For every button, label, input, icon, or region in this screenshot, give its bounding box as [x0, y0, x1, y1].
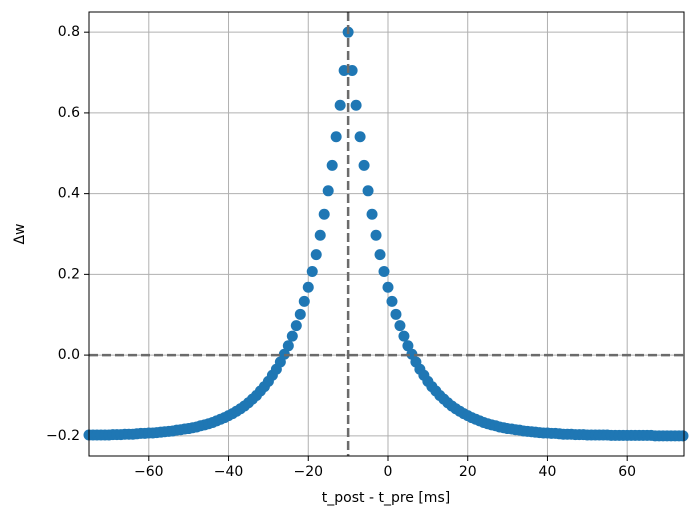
point	[298, 295, 310, 307]
x-tick-label: 60	[618, 464, 636, 480]
point	[294, 308, 306, 320]
point	[282, 340, 294, 352]
point	[677, 430, 689, 442]
point	[390, 308, 402, 320]
x-tick-label: −60	[134, 464, 164, 480]
y-tick-label: 0.2	[58, 266, 80, 282]
point	[358, 159, 370, 171]
point	[334, 99, 346, 111]
x-tick-label: −40	[214, 464, 244, 480]
y-axis-label: Δw	[12, 223, 28, 244]
point	[374, 249, 386, 261]
point	[398, 330, 410, 342]
point	[362, 185, 374, 197]
point	[286, 330, 298, 342]
y-tick-label: 0.4	[58, 186, 80, 202]
point	[354, 131, 366, 143]
point	[386, 295, 398, 307]
point	[366, 208, 378, 220]
point	[290, 320, 302, 332]
x-axis-label: t_post - t_pre [ms]	[322, 490, 450, 506]
plot-frame	[88, 11, 685, 457]
point	[322, 185, 334, 197]
y-tick-label: −0.2	[46, 428, 80, 444]
x-tick-label: 40	[539, 464, 557, 480]
point	[318, 208, 330, 220]
x-tick-label: −20	[293, 464, 323, 480]
point	[326, 159, 338, 171]
y-tick-label: 0.8	[58, 24, 80, 40]
point	[350, 99, 362, 111]
point	[394, 320, 406, 332]
y-tick-label: 0.0	[58, 347, 80, 363]
point	[378, 266, 390, 278]
point	[330, 131, 342, 143]
point	[314, 229, 326, 241]
y-tick-label: 0.6	[58, 105, 80, 121]
point	[402, 340, 414, 352]
point	[302, 281, 314, 293]
point	[382, 281, 394, 293]
point	[306, 266, 318, 278]
point	[370, 229, 382, 241]
x-tick-label: 20	[459, 464, 477, 480]
point	[310, 249, 322, 261]
x-tick-label: 0	[384, 464, 393, 480]
